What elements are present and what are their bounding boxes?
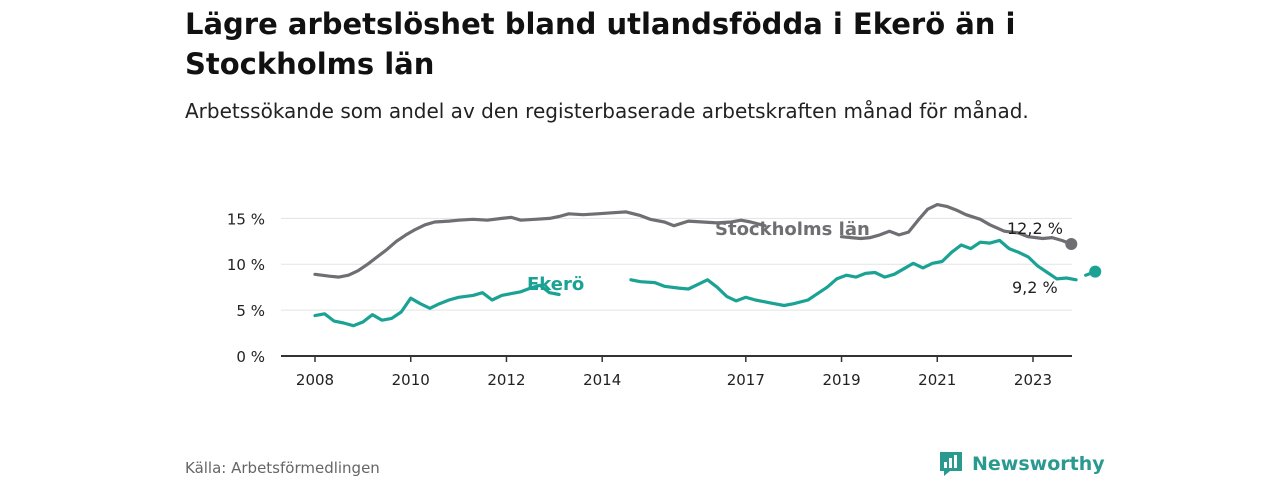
y-tick-label: 15 %	[227, 210, 265, 228]
brand-logo: Newsworthy	[938, 450, 1105, 478]
end-label-ekero: 9,2 %	[1012, 278, 1058, 297]
x-tick-label: 2010	[392, 371, 430, 389]
series-line-stockholm	[839, 203, 1073, 246]
x-tick-label: 2023	[1014, 371, 1052, 389]
x-tick-label: 2021	[918, 371, 956, 389]
y-tick-label: 10 %	[227, 256, 265, 274]
end-label-stockholm: 12,2 %	[1007, 219, 1063, 238]
series-line-ekero	[313, 283, 561, 328]
source-note: Källa: Arbetsförmedlingen	[185, 459, 380, 477]
newsworthy-icon	[940, 452, 962, 476]
y-tick-label: 0 %	[236, 348, 265, 366]
chart-title: Lägre arbetslöshet bland utlandsfödda i …	[185, 7, 1016, 81]
series-line-stockholm	[313, 210, 767, 279]
series-line-ekero	[629, 238, 1078, 308]
chart-labels: Stockholms län Ekerö 12,2 % 9,2 %	[527, 219, 1063, 297]
series-label-stockholm: Stockholms län	[715, 219, 870, 240]
gridlines: 0 % 5 % 10 % 15 %	[227, 210, 1072, 366]
brand-name: Newsworthy	[972, 453, 1105, 475]
x-tick-label: 2019	[822, 371, 860, 389]
end-point-stockholm	[1065, 238, 1078, 251]
x-tick-label: 2012	[487, 371, 525, 389]
chart-subtitle: Arbetssökande som andel av den registerb…	[185, 99, 1029, 123]
line-chart: 0 %5 %10 %15 % 2008 2010 2012 2014 2017 2019 2…	[227, 203, 1102, 389]
y-tick-label: 5 %	[236, 302, 265, 320]
end-point-ekero	[1089, 265, 1102, 278]
x-tick-label: 2008	[296, 371, 334, 389]
x-axis: 2008 2010 2012 2014 2017 2019 2021 2023	[281, 355, 1072, 389]
x-tick-label: 2017	[727, 371, 765, 389]
series-label-ekero: Ekerö	[527, 274, 584, 295]
series-lines	[313, 203, 1102, 328]
x-tick-label: 2014	[583, 371, 621, 389]
